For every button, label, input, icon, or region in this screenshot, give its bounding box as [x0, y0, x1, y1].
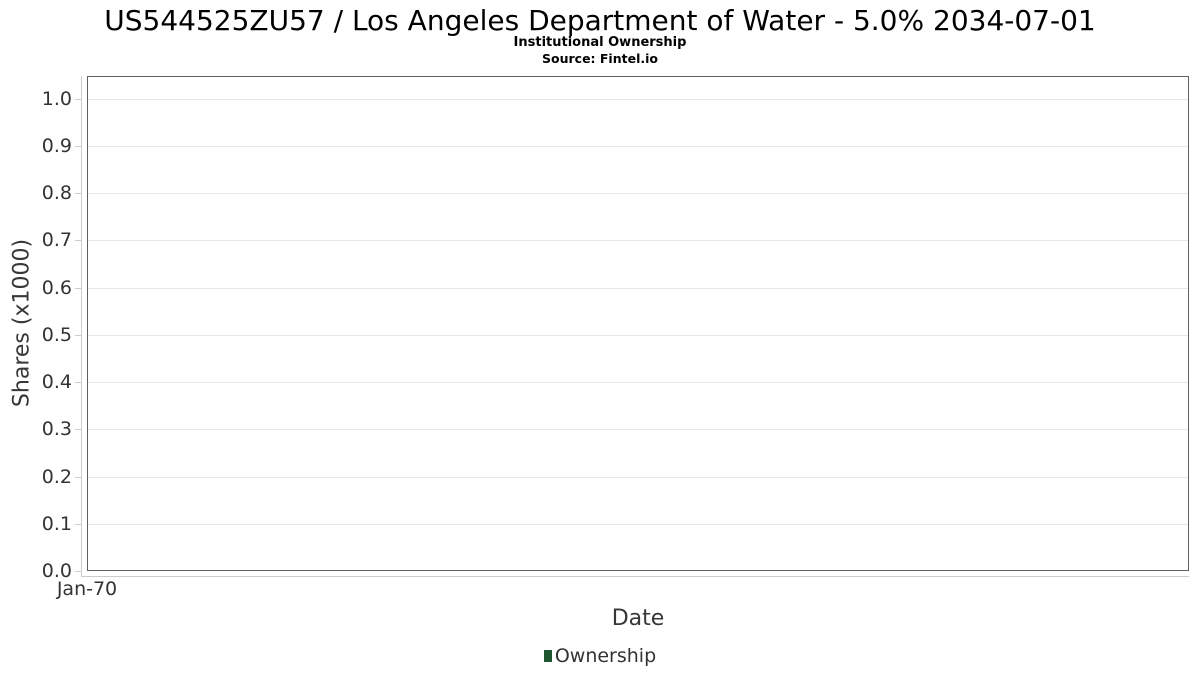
y-axis-line: [81, 76, 82, 576]
chart-source: Source: Fintel.io: [542, 51, 658, 66]
y-gridline: [88, 477, 1188, 478]
y-gridline: [88, 382, 1188, 383]
y-tick-label: 1.0: [41, 88, 72, 110]
x-tick-label: Jan-70: [56, 578, 118, 600]
y-tick-label: 0.8: [41, 182, 72, 204]
y-gridline: [88, 429, 1188, 430]
y-tick-label: 0.9: [41, 135, 72, 157]
y-tick: [75, 240, 81, 241]
y-tick-label: 0.7: [41, 229, 72, 251]
legend-item-ownership[interactable]: Ownership: [543, 644, 657, 668]
y-gridline: [88, 288, 1188, 289]
y-tick-label: 0.5: [41, 324, 72, 346]
y-tick-label: 0.6: [41, 277, 72, 299]
y-gridline: [88, 335, 1188, 336]
y-tick: [75, 524, 81, 525]
y-tick: [75, 288, 81, 289]
y-gridline: [88, 240, 1188, 241]
plot-area: [87, 76, 1189, 571]
y-tick: [75, 477, 81, 478]
y-gridline: [88, 193, 1188, 194]
chart-subtitle: Institutional Ownership: [513, 35, 687, 50]
y-tick-label: 0.0: [41, 560, 72, 582]
y-tick-label: 0.2: [41, 466, 72, 488]
y-gridline: [88, 146, 1188, 147]
legend-marker-icon: [543, 650, 552, 662]
y-tick: [75, 571, 81, 572]
y-tick: [75, 335, 81, 336]
legend: Ownership: [0, 644, 1200, 668]
y-tick: [75, 99, 81, 100]
legend-item-label: Ownership: [554, 645, 657, 667]
y-tick: [75, 146, 81, 147]
x-axis-title: Date: [611, 606, 665, 631]
y-tick: [75, 193, 81, 194]
y-gridline: [88, 524, 1188, 525]
y-gridline: [88, 99, 1188, 100]
chart-title: US544525ZU57 / Los Angeles Department of…: [104, 4, 1096, 37]
x-axis-line: [81, 576, 1189, 577]
y-tick-label: 0.3: [41, 418, 72, 440]
y-tick-label: 0.4: [41, 371, 72, 393]
y-tick: [75, 382, 81, 383]
y-tick-label: 0.1: [41, 513, 72, 535]
y-tick: [75, 429, 81, 430]
